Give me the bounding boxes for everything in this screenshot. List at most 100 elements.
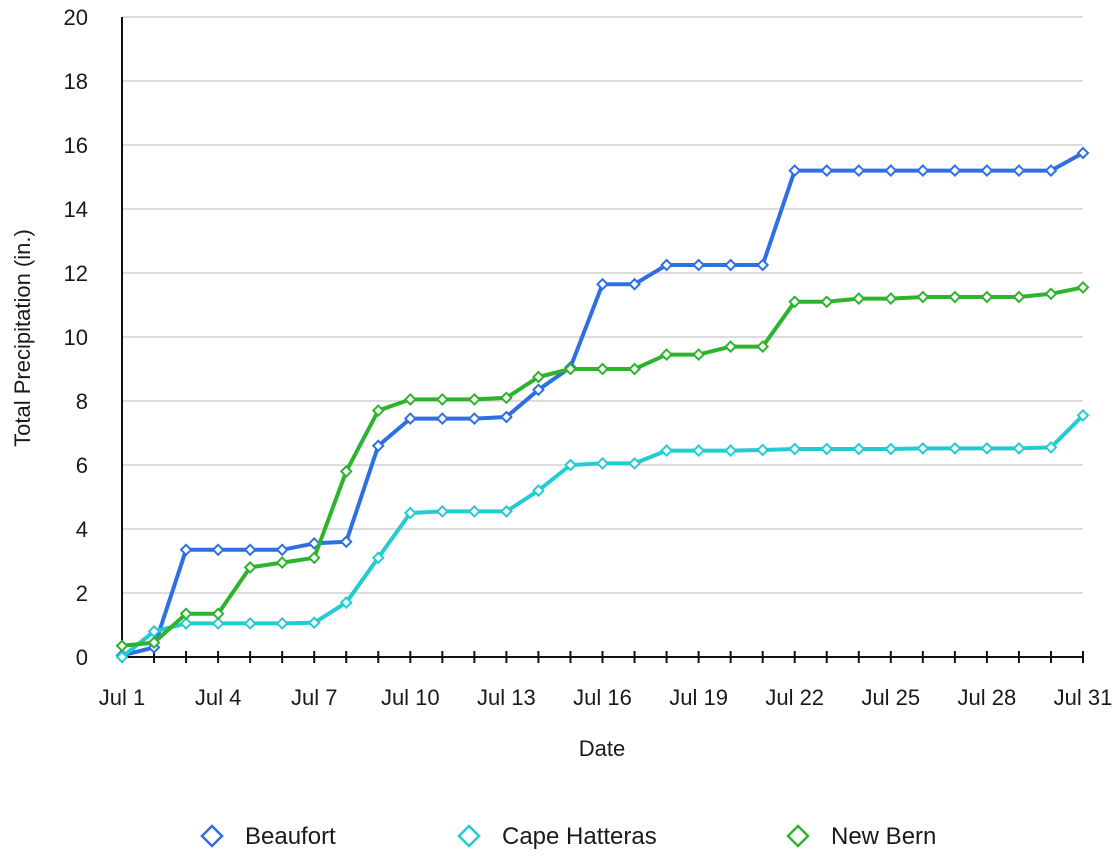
data-point <box>467 392 481 406</box>
y-tick-label: 18 <box>64 69 88 94</box>
data-point <box>147 636 161 650</box>
data-point <box>179 607 193 621</box>
data-point <box>532 370 545 384</box>
data-point <box>564 458 577 472</box>
y-tick-label: 4 <box>76 517 88 542</box>
series-new-bern <box>115 280 1090 653</box>
data-point <box>756 340 770 354</box>
y-tick-label: 6 <box>76 453 88 478</box>
data-point <box>628 277 641 291</box>
y-tick-label: 10 <box>64 325 88 350</box>
data-point <box>884 164 898 178</box>
data-point <box>692 348 706 362</box>
gridlines <box>122 16 1083 594</box>
data-point <box>1076 408 1090 422</box>
x-tick-label: Jul 25 <box>861 685 920 710</box>
legend: Beaufort Cape Hatteras New Bern <box>200 823 936 850</box>
y-tick-label: 12 <box>64 261 88 286</box>
legend-label: New Bern <box>831 823 936 850</box>
x-tick-label: Jul 28 <box>958 685 1017 710</box>
data-point <box>403 506 417 520</box>
data-point <box>1076 280 1090 294</box>
data-point <box>1044 164 1058 178</box>
y-tick-label: 2 <box>76 581 88 606</box>
data-point <box>1076 146 1090 160</box>
data-point <box>660 348 673 362</box>
y-axis-title: Total Precipitation (in.) <box>10 229 35 447</box>
legend-diamond-icon <box>457 824 481 848</box>
data-point <box>948 290 962 304</box>
data-point <box>692 444 706 458</box>
data-point <box>948 441 962 455</box>
y-tick-label: 14 <box>64 197 88 222</box>
data-point <box>179 616 193 630</box>
data-point <box>628 456 641 470</box>
data-point <box>980 164 994 178</box>
data-point <box>788 295 802 309</box>
y-tick-label: 16 <box>64 133 88 158</box>
data-point <box>371 551 385 565</box>
x-axis-title: Date <box>579 736 625 761</box>
data-point <box>596 456 609 470</box>
data-point <box>115 639 129 653</box>
data-point <box>596 362 609 376</box>
data-point <box>596 277 609 291</box>
x-tick-label: Jul 7 <box>291 685 337 710</box>
data-point <box>820 442 834 456</box>
series-cape-hatteras <box>115 408 1090 664</box>
data-point <box>756 443 770 457</box>
data-point <box>499 504 513 518</box>
data-point <box>916 290 930 304</box>
data-point <box>852 292 866 306</box>
data-point <box>115 650 129 664</box>
data-point <box>660 444 673 458</box>
data-point <box>948 164 962 178</box>
data-point <box>211 607 225 621</box>
data-point <box>820 295 834 309</box>
y-tick-labels: 0 2 4 6 8 10 12 14 16 18 20 <box>64 5 88 670</box>
data-point <box>275 543 289 557</box>
data-point <box>724 340 738 354</box>
series-line <box>120 413 1085 659</box>
data-point <box>692 258 706 272</box>
y-tick-label: 20 <box>64 5 88 30</box>
legend-item: Cape Hatteras <box>457 823 657 850</box>
legend-item: Beaufort <box>200 823 336 850</box>
legend-diamond-icon <box>200 824 224 848</box>
data-point <box>339 464 353 478</box>
data-point <box>820 164 834 178</box>
x-tick-label: Jul 10 <box>381 685 440 710</box>
data-point <box>1044 440 1058 454</box>
legend-item: New Bern <box>786 823 936 850</box>
data-point <box>788 164 802 178</box>
data-point <box>980 441 994 455</box>
data-point <box>307 551 321 565</box>
data-point <box>211 616 225 630</box>
data-point <box>307 616 321 630</box>
data-point <box>1012 441 1026 455</box>
x-tick-label: Jul 1 <box>99 685 145 710</box>
legend-label: Beaufort <box>245 823 336 850</box>
data-point <box>564 362 577 376</box>
x-tick-labels: Jul 1 Jul 4 Jul 7 Jul 10 Jul 13 Jul 16 Jul 19 J… <box>99 685 1113 710</box>
data-point <box>403 412 417 426</box>
legend-label: Cape Hatteras <box>502 823 657 850</box>
data-point <box>275 616 289 630</box>
x-tick-label: Jul 19 <box>669 685 728 710</box>
x-tick-label: Jul 31 <box>1054 685 1113 710</box>
x-tick-label: Jul 22 <box>765 685 824 710</box>
data-point <box>788 442 802 456</box>
data-point <box>243 560 257 574</box>
data-point <box>403 392 417 406</box>
data-point <box>1012 290 1026 304</box>
data-point <box>660 258 673 272</box>
series-beaufort <box>115 146 1090 662</box>
x-tick-label: Jul 13 <box>477 685 536 710</box>
data-point <box>852 164 866 178</box>
data-point <box>724 444 738 458</box>
data-point <box>371 404 385 418</box>
data-point <box>275 556 289 570</box>
data-point <box>371 439 385 453</box>
series-lines <box>115 146 1090 664</box>
